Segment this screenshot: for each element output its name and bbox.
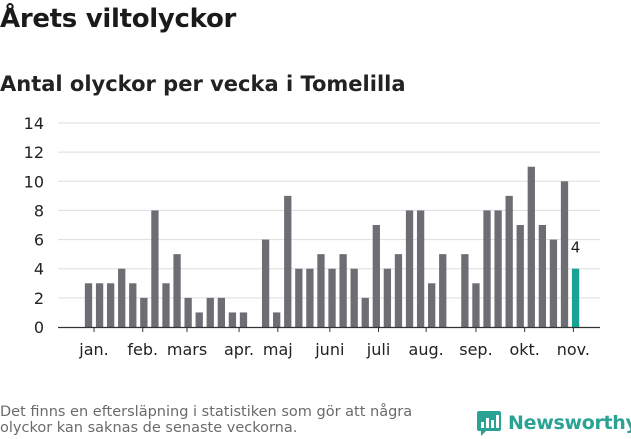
bar	[505, 195, 513, 327]
bar	[84, 283, 93, 327]
y-tick-label: 2	[34, 289, 44, 308]
bar	[273, 312, 281, 327]
y-tick-label: 14	[24, 114, 44, 133]
x-tick-label: maj	[263, 340, 293, 359]
bar	[95, 283, 104, 327]
bar	[549, 239, 558, 327]
bar	[350, 268, 358, 327]
bar	[461, 254, 469, 327]
x-axis: jan. feb. mars apr. maj juni juli aug. sep. okt. n…	[58, 326, 600, 359]
bar	[428, 283, 436, 327]
bar	[228, 312, 237, 327]
bar	[527, 166, 535, 327]
bar	[339, 254, 347, 327]
x-tick-label: feb.	[127, 340, 158, 359]
footnote: Det finns en eftersläpning i statistiken…	[0, 404, 413, 436]
bars	[84, 166, 580, 327]
newsworthy-logo-icon	[477, 411, 501, 436]
bar	[394, 254, 403, 327]
chart-subtitle: Antal olyckor per vecka i Tomelilla	[0, 72, 406, 96]
bar	[317, 254, 325, 327]
bar	[306, 268, 314, 327]
bar	[383, 268, 392, 327]
y-tick-label: 10	[24, 172, 44, 191]
bar	[560, 181, 569, 327]
y-tick-label: 12	[24, 143, 44, 162]
newsworthy-logo[interactable]: Newsworthy	[476, 409, 631, 437]
bar	[195, 312, 203, 327]
y-tick-label: 6	[34, 231, 44, 250]
bar	[328, 268, 336, 327]
logo-text: Newsworthy	[508, 412, 631, 434]
bar	[372, 225, 380, 327]
bar	[405, 210, 414, 327]
bar	[284, 195, 292, 327]
bar	[472, 283, 480, 327]
x-tick-label: okt.	[509, 340, 539, 359]
bar	[140, 297, 148, 327]
bar	[173, 254, 181, 327]
x-tick-label: sep.	[459, 340, 492, 359]
bar	[295, 268, 303, 327]
bar	[151, 210, 159, 327]
chart-title: Årets viltolyckor	[0, 4, 237, 34]
bar	[538, 225, 547, 327]
bar	[261, 239, 270, 327]
bar	[494, 210, 502, 327]
bar	[239, 312, 248, 327]
y-tick-label: 0	[34, 318, 44, 337]
bar	[217, 297, 225, 327]
y-tick-label: 8	[34, 201, 44, 220]
data-labels: 4	[571, 239, 581, 257]
bar-highlight	[571, 268, 580, 327]
bar	[118, 268, 126, 327]
bar	[439, 254, 447, 327]
bar	[184, 297, 192, 327]
x-tick-label: juli	[366, 340, 390, 359]
bar	[483, 210, 491, 327]
bar	[129, 283, 137, 327]
x-tick-label: mars	[167, 340, 207, 359]
x-tick-label: jan.	[78, 340, 108, 359]
bar	[206, 297, 214, 327]
bar-chart: 0 2 4 6 8 10 12 14 4 jan. feb. mars apr. maj juni jul…	[24, 114, 600, 359]
y-tick-label: 4	[34, 260, 44, 279]
bar	[106, 283, 115, 327]
bar	[516, 225, 524, 327]
y-axis-tick-labels: 0 2 4 6 8 10 12 14	[24, 114, 44, 337]
x-tick-label: aug.	[409, 340, 444, 359]
x-tick-label: nov.	[557, 340, 590, 359]
x-tick-label: apr.	[224, 340, 254, 359]
bar	[162, 283, 170, 327]
bar	[361, 297, 369, 327]
x-tick-label: juni	[314, 340, 344, 359]
bar	[416, 210, 425, 327]
data-label: 4	[571, 239, 581, 257]
